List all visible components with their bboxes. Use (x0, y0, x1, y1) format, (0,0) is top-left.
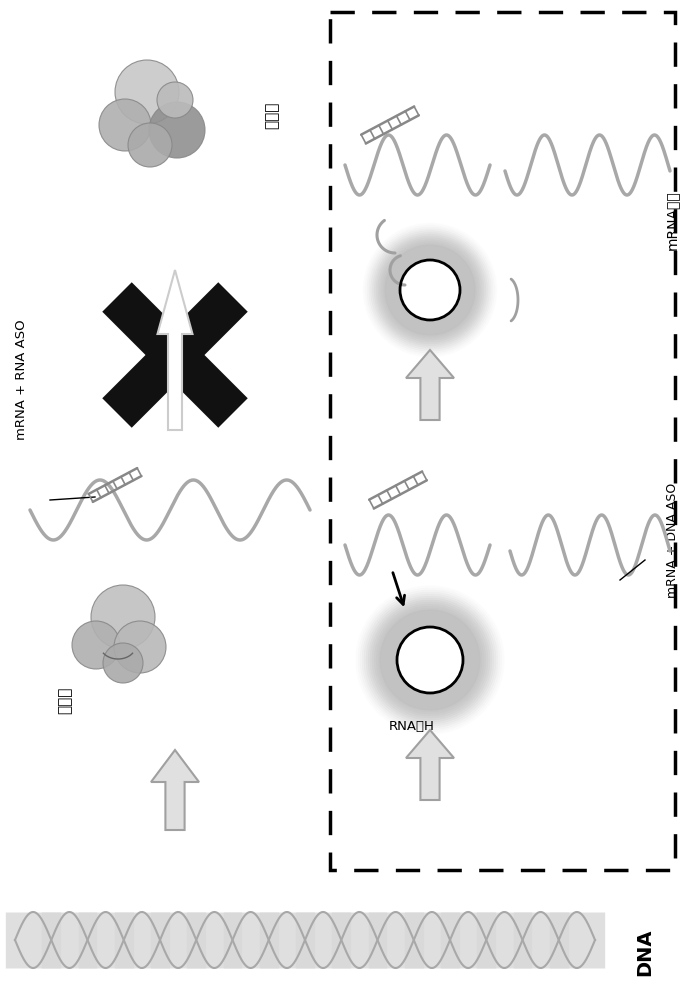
Circle shape (372, 602, 488, 718)
Text: mRNA降解: mRNA降解 (665, 190, 679, 250)
Bar (330, 12, 675, 870)
Circle shape (115, 60, 179, 124)
Polygon shape (158, 270, 192, 430)
Polygon shape (406, 350, 454, 420)
Circle shape (369, 229, 491, 351)
Circle shape (374, 604, 486, 716)
Circle shape (157, 82, 193, 118)
Circle shape (103, 643, 143, 683)
Circle shape (397, 627, 463, 693)
Circle shape (362, 592, 498, 728)
Circle shape (382, 241, 479, 339)
Circle shape (99, 99, 151, 151)
Circle shape (367, 227, 493, 353)
Text: mRNA + DNA ASO: mRNA + DNA ASO (666, 482, 679, 598)
Circle shape (383, 243, 477, 337)
Text: mRNA + RNA ASO: mRNA + RNA ASO (15, 320, 28, 440)
Text: 蛋白质: 蛋白质 (265, 101, 280, 129)
Circle shape (372, 232, 488, 348)
Polygon shape (406, 730, 454, 800)
Circle shape (371, 231, 489, 349)
Circle shape (368, 598, 492, 722)
Circle shape (149, 102, 205, 158)
Text: RNA酶H: RNA酶H (389, 720, 435, 733)
Circle shape (114, 621, 166, 673)
Circle shape (366, 596, 494, 724)
Circle shape (380, 240, 480, 340)
Text: 核糖体: 核糖体 (57, 686, 72, 714)
Circle shape (378, 238, 482, 342)
Circle shape (376, 606, 484, 714)
Circle shape (128, 123, 172, 167)
Circle shape (370, 600, 490, 720)
Circle shape (360, 590, 500, 730)
Circle shape (380, 610, 480, 710)
Circle shape (364, 594, 496, 726)
Circle shape (385, 245, 475, 335)
Polygon shape (151, 750, 199, 830)
Circle shape (378, 608, 482, 712)
Circle shape (374, 234, 486, 346)
Circle shape (400, 260, 460, 320)
Circle shape (91, 585, 155, 649)
Text: DNA: DNA (635, 928, 655, 976)
Circle shape (376, 236, 484, 344)
Circle shape (72, 621, 120, 669)
